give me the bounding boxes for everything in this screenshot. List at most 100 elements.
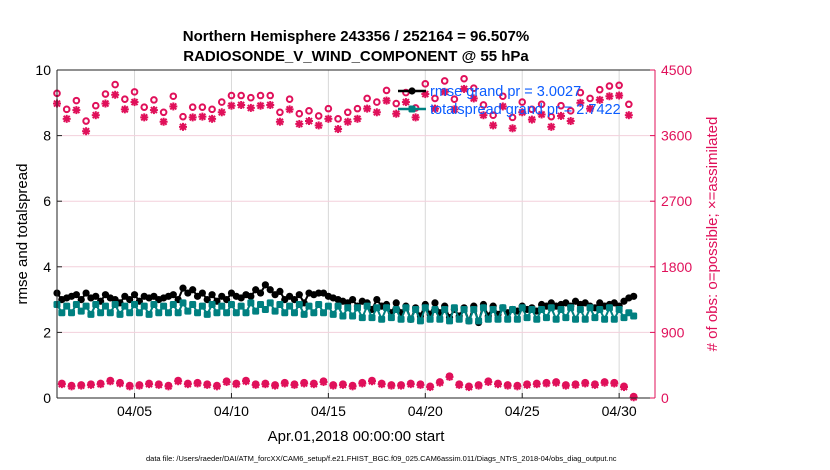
assimilated-obs-point bbox=[489, 121, 498, 130]
rmse-point bbox=[72, 291, 80, 299]
possible-obs-point bbox=[82, 117, 90, 125]
possible-obs-point bbox=[450, 95, 459, 103]
star-stroke bbox=[174, 377, 182, 385]
assimilated-obs-point bbox=[348, 382, 357, 391]
totalspread-point bbox=[164, 309, 172, 317]
assimilated-obs-point bbox=[309, 380, 318, 389]
totalspread-point bbox=[198, 302, 206, 310]
totalspread-point bbox=[135, 309, 143, 317]
assimilated-obs-point bbox=[314, 121, 323, 130]
star-stroke bbox=[121, 105, 129, 114]
star-stroke bbox=[232, 380, 241, 388]
y-tick-label: 4 bbox=[43, 259, 51, 275]
star-stroke bbox=[150, 106, 158, 114]
star-stroke bbox=[397, 381, 405, 390]
totalspread-point bbox=[145, 310, 153, 318]
totalspread-point bbox=[290, 309, 298, 317]
totalspread-point bbox=[373, 304, 381, 312]
assimilated-obs-point bbox=[518, 108, 527, 117]
totalspread-point bbox=[101, 302, 109, 310]
totalspread-point bbox=[72, 301, 80, 309]
star-stroke bbox=[324, 115, 333, 123]
star-stroke bbox=[155, 381, 163, 389]
totalspread-point bbox=[383, 304, 391, 312]
totalspread-point bbox=[402, 304, 410, 312]
star-stroke bbox=[625, 111, 633, 119]
rmse-point bbox=[256, 289, 265, 297]
possible-obs-point bbox=[343, 108, 352, 117]
assimilated-obs-point bbox=[82, 127, 91, 136]
star-stroke bbox=[411, 113, 420, 122]
totalspread-point bbox=[552, 315, 560, 323]
assimilated-obs-point bbox=[537, 110, 546, 119]
star-stroke bbox=[576, 99, 585, 107]
star-stroke bbox=[276, 118, 284, 126]
totalspread-point bbox=[324, 302, 332, 310]
assimilated-obs-point bbox=[566, 117, 575, 126]
star-stroke bbox=[130, 98, 139, 106]
assimilated-obs-point bbox=[183, 380, 192, 389]
totalspread-point bbox=[300, 310, 308, 318]
star-stroke bbox=[198, 112, 207, 121]
totalspread-point bbox=[562, 314, 570, 322]
star-stroke bbox=[479, 111, 488, 119]
star-stroke bbox=[140, 113, 148, 122]
rmse-point bbox=[179, 284, 187, 292]
star-stroke bbox=[547, 123, 556, 131]
y2-axis-label: # of obs: o=possible; ×=assimilated bbox=[704, 117, 721, 352]
assimilated-obs-point bbox=[57, 380, 66, 389]
assimilated-obs-point bbox=[469, 94, 478, 103]
assimilated-obs-point bbox=[101, 99, 110, 108]
totalspread-point bbox=[208, 301, 216, 309]
possible-obs-point bbox=[489, 111, 497, 119]
totalspread-point bbox=[344, 304, 352, 312]
assimilated-obs-point bbox=[498, 102, 507, 111]
star-stroke bbox=[281, 379, 289, 388]
possible-obs-point bbox=[169, 92, 178, 101]
possible-obs-point bbox=[382, 86, 391, 95]
assimilated-obs-point bbox=[256, 101, 265, 110]
star-stroke bbox=[402, 98, 410, 106]
star-stroke bbox=[450, 105, 459, 114]
star-stroke bbox=[615, 91, 623, 100]
star-stroke bbox=[503, 381, 512, 390]
totalspread-point bbox=[261, 305, 269, 313]
assimilated-obs-point bbox=[324, 114, 333, 123]
rmse-point bbox=[126, 296, 134, 304]
totalspread-point bbox=[484, 315, 492, 323]
star-stroke bbox=[440, 88, 449, 96]
assimilated-obs-point bbox=[304, 117, 313, 126]
star-stroke bbox=[620, 383, 628, 391]
totalspread-point bbox=[494, 315, 502, 323]
star-stroke bbox=[591, 381, 599, 389]
totalspread-point bbox=[320, 309, 328, 317]
star-stroke bbox=[111, 91, 119, 99]
assimilated-obs-point bbox=[62, 114, 71, 123]
assimilated-obs-point bbox=[387, 381, 396, 390]
y2-tick-label: 900 bbox=[661, 324, 685, 340]
star-stroke bbox=[499, 102, 507, 111]
totalspread-point bbox=[591, 314, 599, 322]
legend-entry: totalspread grand pr = 2.7422 bbox=[430, 102, 621, 118]
totalspread-point bbox=[610, 315, 618, 323]
assimilated-obs-point bbox=[106, 377, 115, 386]
assimilated-obs-point bbox=[285, 105, 294, 114]
possible-obs-point bbox=[334, 115, 342, 123]
totalspread-point bbox=[218, 302, 226, 310]
assimilated-obs-point bbox=[217, 108, 226, 117]
rmse-point bbox=[266, 286, 274, 294]
star-stroke bbox=[605, 92, 614, 100]
star-stroke bbox=[596, 96, 604, 104]
assimilated-obs-point bbox=[372, 108, 381, 117]
possible-obs-point bbox=[256, 91, 265, 100]
star-stroke bbox=[416, 381, 425, 389]
rmse-point bbox=[630, 292, 638, 300]
totalspread-point bbox=[513, 315, 521, 323]
possible-obs-point bbox=[528, 105, 536, 114]
star-stroke bbox=[373, 108, 381, 116]
star-stroke bbox=[586, 104, 594, 113]
assimilated-obs-point bbox=[363, 104, 372, 113]
totalspread-point bbox=[533, 315, 541, 323]
star-stroke bbox=[82, 127, 90, 135]
